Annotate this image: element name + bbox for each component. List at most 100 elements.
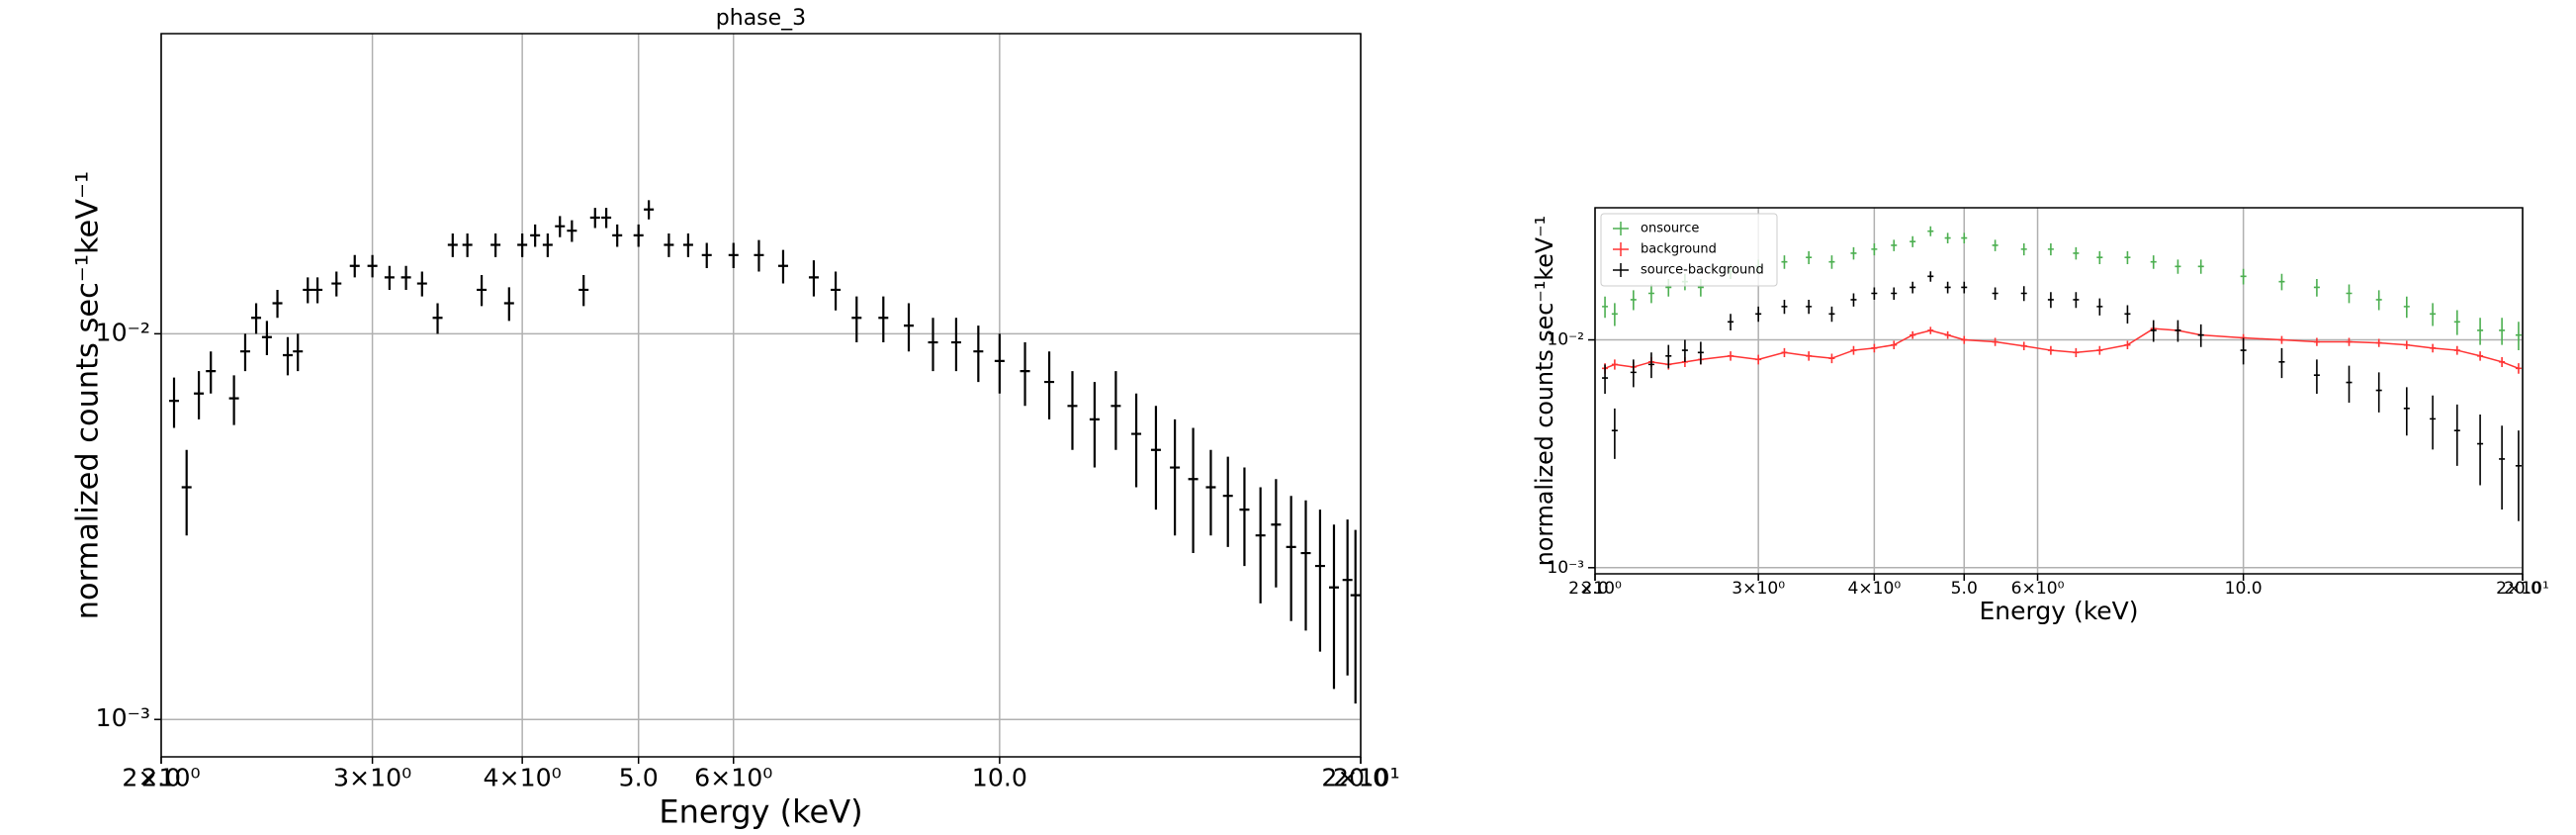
error-bar <box>682 232 693 257</box>
error-bar <box>1871 343 1878 353</box>
error-bar <box>1630 359 1637 388</box>
error-bar <box>2515 430 2522 521</box>
error-bar <box>2124 305 2131 324</box>
error-bar <box>1300 500 1311 631</box>
error-bar <box>1850 293 1857 307</box>
error-bar <box>1697 341 1704 365</box>
error-bar <box>2477 415 2484 486</box>
legend-label: onsource <box>1641 222 1699 236</box>
error-bar <box>1806 299 1813 315</box>
x-tick-label: 2.0 <box>1581 579 1608 599</box>
error-bar <box>2278 335 2285 344</box>
x-tick-label: 5.0 <box>1951 579 1978 599</box>
error-bar <box>1150 406 1161 510</box>
error-bar <box>2403 387 2410 436</box>
error-bar <box>1992 337 1999 346</box>
error-bar <box>490 232 501 257</box>
error-bar <box>228 375 239 425</box>
error-bar <box>2477 351 2484 361</box>
error-bar <box>2346 365 2353 404</box>
error-bar <box>194 371 205 419</box>
error-bar <box>2499 356 2506 367</box>
error-bar <box>831 271 842 311</box>
error-bar <box>2515 363 2522 374</box>
x-tick-label: 2×10⁰ <box>1568 579 1622 599</box>
error-bar <box>1044 351 1055 419</box>
error-bar <box>1110 371 1121 450</box>
legend-marker <box>1613 222 1629 235</box>
error-bar <box>1222 456 1233 547</box>
error-bar <box>2403 340 2410 349</box>
error-bar <box>1992 287 1999 300</box>
error-bar <box>2124 250 2131 264</box>
x-tick-label: 2×10¹ <box>2496 579 2549 599</box>
error-bar <box>2453 310 2460 335</box>
error-bar <box>530 224 541 247</box>
error-bar <box>1891 287 1898 300</box>
y-axis-label: normalized counts sec⁻¹keV⁻¹ <box>71 171 106 619</box>
error-bar <box>293 333 304 372</box>
error-bar <box>701 242 712 268</box>
error-bar <box>331 271 342 297</box>
x-tick-label: 4×10⁰ <box>484 763 562 791</box>
error-bar <box>432 303 443 334</box>
error-bar <box>1927 271 1934 282</box>
error-bar <box>1255 487 1266 603</box>
error-bar <box>2096 250 2103 264</box>
error-bar <box>2240 268 2247 285</box>
error-bar <box>2430 395 2437 450</box>
error-bar <box>2096 345 2103 355</box>
error-bar <box>2403 296 2410 319</box>
error-bar <box>2197 324 2204 347</box>
error-bar <box>644 200 655 220</box>
y-tick-label: 10⁻² <box>96 318 150 346</box>
error-bar <box>1728 351 1734 361</box>
error-bar <box>1314 510 1325 652</box>
error-bar <box>1891 239 1898 251</box>
error-bar <box>2375 338 2382 347</box>
x-tick-label: 4×10⁰ <box>1847 579 1901 599</box>
error-bar <box>777 249 788 284</box>
error-bar <box>503 287 514 322</box>
error-bar <box>1647 284 1654 304</box>
error-bar <box>1850 345 1857 355</box>
legend-box <box>1600 213 1778 287</box>
error-bar <box>1755 306 1762 323</box>
error-bar <box>2047 345 2054 355</box>
error-bar <box>169 377 180 428</box>
error-bar <box>349 254 360 278</box>
error-bar <box>1286 496 1296 621</box>
error-bar <box>567 220 577 242</box>
error-bar <box>904 303 915 352</box>
x-tick-label: 20.0 <box>2504 579 2541 599</box>
error-bar <box>261 321 272 356</box>
error-bar <box>1944 281 1951 294</box>
error-bar <box>1611 359 1618 370</box>
legend-marker <box>1613 242 1629 256</box>
error-bar <box>1681 339 1688 362</box>
error-bar <box>1891 340 1898 349</box>
error-bar <box>2430 343 2437 353</box>
x-tick-label: 10.0 <box>2225 579 2263 599</box>
error-bar <box>1828 306 1835 323</box>
error-bar <box>542 232 553 257</box>
error-bar <box>181 449 192 536</box>
error-bar <box>1910 281 1916 294</box>
error-bar <box>2346 337 2353 346</box>
x-tick-label: 2.0 <box>141 763 181 791</box>
error-bar <box>367 254 378 278</box>
error-bar <box>1131 393 1142 488</box>
error-bar <box>447 232 458 257</box>
series-line <box>1604 327 2520 369</box>
legend-label: background <box>1641 242 1717 257</box>
error-bar <box>1342 519 1353 676</box>
error-bar <box>1961 232 1968 244</box>
error-bar <box>462 232 473 257</box>
error-bar <box>272 289 283 319</box>
error-bar <box>1806 351 1813 361</box>
error-bar <box>1910 235 1916 247</box>
error-bar <box>612 224 623 247</box>
error-bar <box>2499 425 2506 510</box>
